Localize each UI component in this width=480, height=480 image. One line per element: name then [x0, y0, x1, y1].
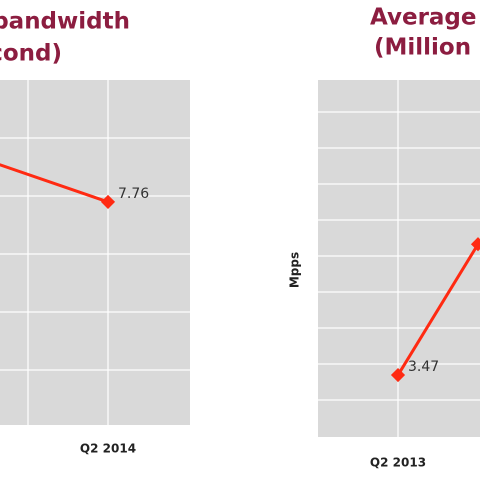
- data-label: 7.76: [118, 186, 149, 202]
- right-plot: [318, 80, 480, 437]
- data-line: [396, 243, 480, 376]
- y-axis-label: Mpps: [288, 252, 302, 288]
- chart-title: (Million: [374, 35, 471, 61]
- chart-title: cond): [0, 41, 62, 67]
- data-line: [0, 163, 109, 204]
- chart-title: Average: [370, 5, 477, 31]
- data-point: [390, 367, 406, 383]
- x-tick-label: Q2 2013: [370, 456, 426, 470]
- chart-title: bandwidth: [0, 9, 130, 35]
- x-tick-label: Q2 2014: [80, 442, 136, 456]
- left-plot: [0, 80, 190, 425]
- data-label: 3.47: [408, 359, 439, 375]
- data-point: [470, 237, 480, 252]
- plot-area: [318, 80, 480, 437]
